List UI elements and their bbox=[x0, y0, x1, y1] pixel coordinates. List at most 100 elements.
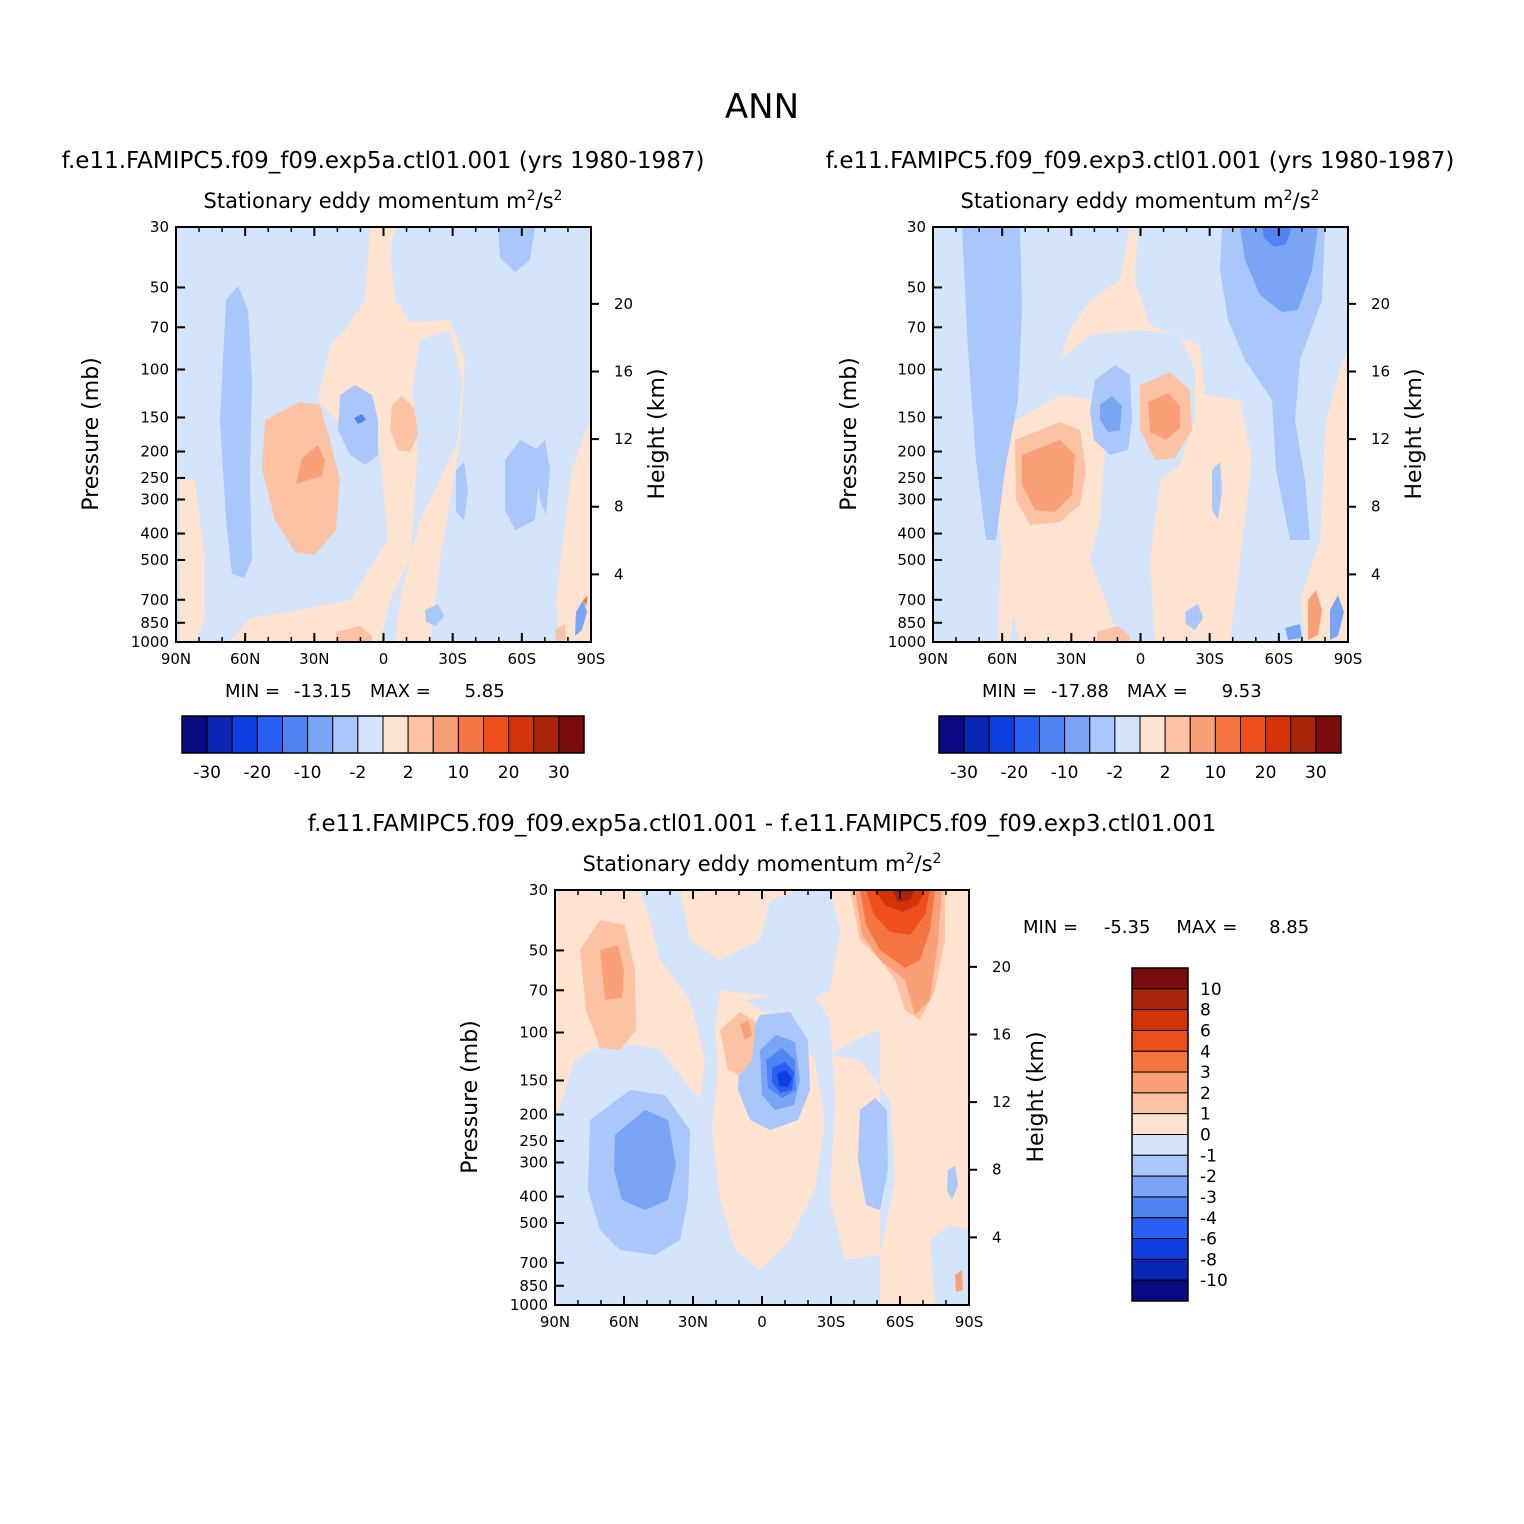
y-tick-label: 100 bbox=[519, 1023, 548, 1041]
variable-label: Stationary eddy momentum m bbox=[204, 189, 527, 213]
colorbar-label: 2 bbox=[1160, 763, 1171, 783]
colorbar-swatch bbox=[407, 715, 434, 754]
colorbar-swatch bbox=[206, 715, 233, 754]
x-tick-label: 0 bbox=[379, 650, 389, 668]
y-axis-label: Pressure (mb) bbox=[79, 357, 104, 511]
axis-ticks: 90N 60N 30N 0 30S 60S 90S 30 50 70 100 150 200 250 300… bbox=[510, 881, 1011, 1331]
y-axis-right-label: Height (km) bbox=[1024, 1031, 1049, 1162]
colorbar-swatch bbox=[1290, 715, 1317, 754]
contour-level-plus-2 bbox=[1097, 626, 1130, 642]
y-tick-label: 700 bbox=[897, 591, 926, 609]
y-tick-label: 30 bbox=[907, 218, 926, 236]
variable-title: Stationary eddy momentum m2/s2 bbox=[204, 188, 563, 213]
colorbar-label: 20 bbox=[498, 763, 520, 783]
colorbar-label: -3 bbox=[1200, 1188, 1217, 1208]
y-tick-label: 500 bbox=[897, 551, 926, 569]
max-label: MAX = bbox=[1176, 917, 1243, 938]
colorbar-swatch bbox=[1164, 715, 1191, 754]
x-tick-label: 90S bbox=[1334, 650, 1363, 668]
contour-level-minus-2 bbox=[425, 604, 444, 626]
colorbar-label: 30 bbox=[548, 763, 570, 783]
contour-level-minus-5 bbox=[1240, 227, 1318, 312]
colorbar-swatch bbox=[1139, 715, 1166, 754]
colorbar-swatch bbox=[457, 715, 484, 754]
colorbar-swatch bbox=[1064, 715, 1091, 754]
contour-level-minus-2 bbox=[456, 462, 468, 520]
max-value: 8.85 bbox=[1269, 917, 1309, 938]
colorbar-label: 20 bbox=[1255, 763, 1277, 783]
max-value: 5.85 bbox=[465, 681, 505, 702]
y-tick-label: 850 bbox=[897, 614, 926, 632]
x-tick-label: 30S bbox=[438, 650, 467, 668]
colorbar-label: -2 bbox=[349, 763, 366, 783]
colorbar-swatch bbox=[181, 715, 208, 754]
units-sup: 2 bbox=[1284, 188, 1293, 204]
contour-level-plus-8 bbox=[892, 890, 915, 902]
axis-ticks: 90N 60N 30N 0 30S 60S 90S 30 50 70 100 150 200 250 300… bbox=[131, 218, 633, 668]
height-tick-label: 4 bbox=[614, 565, 624, 583]
colorbar-label: -20 bbox=[1000, 763, 1028, 783]
contour-level-plus-5 bbox=[1148, 393, 1180, 440]
colorbar: -30 -20 -10 -2 2 10 20 30 bbox=[181, 715, 585, 783]
colorbar-swatch bbox=[1131, 1175, 1189, 1198]
colorbar-swatch bbox=[988, 715, 1015, 754]
case-title: f.e11.FAMIPC5.f09_f09.exp3.ctl01.001 (yr… bbox=[826, 148, 1455, 174]
contour-level-minus-1 bbox=[858, 1098, 888, 1210]
contour-level-plus-2 bbox=[740, 1020, 752, 1040]
x-tick-label: 60N bbox=[230, 650, 260, 668]
colorbar-swatch bbox=[332, 715, 359, 754]
contour-level-minus-1 bbox=[947, 1166, 958, 1200]
y-axis-label: Pressure (mb) bbox=[837, 357, 862, 511]
min-value: -17.88 bbox=[1051, 681, 1109, 702]
contour-level-minus-2 bbox=[1212, 462, 1222, 520]
y-tick-label: 500 bbox=[519, 1214, 548, 1232]
contour-level-minus-2 bbox=[220, 286, 252, 578]
colorbar-label: 10 bbox=[1205, 763, 1227, 783]
colorbar-label: -8 bbox=[1200, 1250, 1217, 1270]
contour-positive-region bbox=[998, 550, 1015, 642]
colorbar-frame bbox=[938, 715, 1342, 754]
contour-positive-region bbox=[556, 420, 591, 642]
contour-negative-region bbox=[557, 1120, 580, 1280]
y-tick-label: 400 bbox=[897, 525, 926, 543]
variable-title: Stationary eddy momentum m2/s2 bbox=[961, 188, 1320, 213]
min-max-label: MIN = -13.15 MAX = 5.85 bbox=[225, 681, 505, 702]
colorbar-swatch bbox=[1240, 715, 1267, 754]
colorbar-swatch bbox=[508, 715, 535, 754]
y-tick-label: 50 bbox=[529, 941, 548, 959]
contour-level-plus-2 bbox=[555, 624, 566, 642]
panel-left: f.e11.FAMIPC5.f09_f09.exp5a.ctl01.001 (y… bbox=[62, 148, 705, 783]
x-tick-label: 30N bbox=[1056, 650, 1086, 668]
y-tick-label: 100 bbox=[140, 360, 169, 378]
figure-title: ANN bbox=[725, 87, 799, 127]
colorbar-swatch bbox=[1131, 1092, 1189, 1115]
min-value: -13.15 bbox=[294, 681, 352, 702]
colorbar-swatch bbox=[1131, 1113, 1189, 1135]
min-value: -5.35 bbox=[1104, 917, 1151, 938]
colorbar-label: -2 bbox=[1200, 1167, 1217, 1187]
colorbar-swatch bbox=[1214, 715, 1241, 754]
min-max-label: MIN = -5.35 MAX = 8.85 bbox=[1023, 917, 1309, 938]
y-tick-label: 850 bbox=[140, 614, 169, 632]
max-label: MAX = bbox=[1127, 681, 1194, 702]
colorbar-swatch bbox=[307, 715, 334, 754]
x-tick-label: 90N bbox=[540, 1313, 570, 1331]
min-max-label: MIN = -17.88 MAX = 9.53 bbox=[982, 681, 1262, 702]
contour-level-minus-2 bbox=[338, 385, 378, 465]
contour-level-minus-2 bbox=[1185, 604, 1203, 630]
y-tick-label: 150 bbox=[140, 408, 169, 426]
colorbar-swatch bbox=[1114, 715, 1141, 754]
y-tick-label: 500 bbox=[140, 551, 169, 569]
contour-field bbox=[555, 890, 969, 1305]
contour-level-minus-2 bbox=[962, 227, 1022, 540]
y-tick-label: 200 bbox=[519, 1106, 548, 1124]
colorbar-swatch bbox=[1265, 715, 1292, 754]
height-tick-label: 12 bbox=[1371, 430, 1390, 448]
y-tick-label: 30 bbox=[150, 218, 169, 236]
variable-label: Stationary eddy momentum m bbox=[583, 852, 906, 876]
x-tick-label: 30N bbox=[299, 650, 329, 668]
y-axis-right-label: Height (km) bbox=[645, 368, 670, 499]
height-tick-label: 16 bbox=[614, 362, 633, 380]
colorbar-swatch bbox=[1131, 1029, 1189, 1052]
